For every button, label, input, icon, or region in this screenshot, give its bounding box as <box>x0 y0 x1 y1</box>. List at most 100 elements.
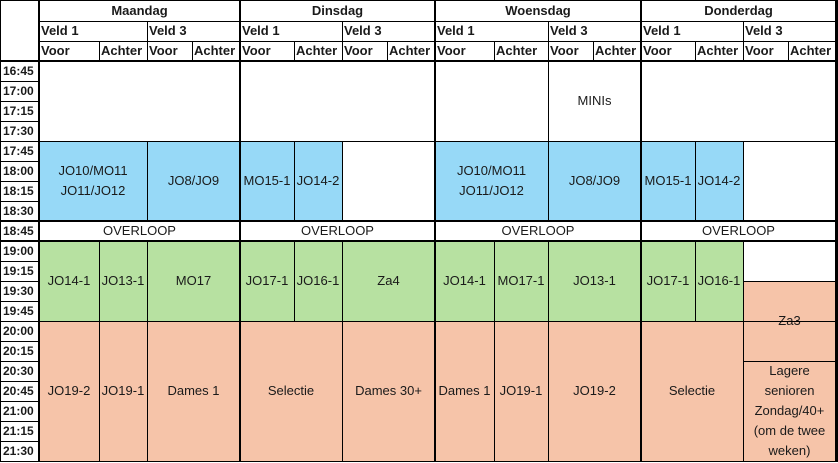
grid-line <box>548 21 549 61</box>
block-label: Lagere <box>769 363 810 378</box>
grid-line <box>192 41 193 61</box>
grid-line <box>0 220 838 222</box>
time-label: 21:30 <box>3 444 34 458</box>
schedule-block: JO10/MO11 JO11/JO12 <box>39 141 147 221</box>
grid-line <box>835 0 837 461</box>
grid-line <box>641 461 743 462</box>
grid-line <box>0 141 39 142</box>
block-label: JO16-1 <box>697 273 741 288</box>
grid-line <box>147 241 240 242</box>
grid-line <box>294 241 342 242</box>
schedule-block: JO8/JO9 <box>548 141 641 221</box>
field-header-veld1: Veld 1 <box>437 23 475 38</box>
time-label: 20:00 <box>3 324 34 338</box>
grid-line <box>695 41 696 61</box>
grid-line <box>0 161 39 162</box>
field-header-veld1: Veld 1 <box>643 23 681 38</box>
grid-line <box>641 61 642 141</box>
day-header-maandag: Maandag <box>111 3 168 18</box>
schedule-block: JO19-2 <box>548 321 641 461</box>
grid-line <box>548 221 641 222</box>
schedule-block: Lagere senioren Zondag/40+ (om de twee weken… <box>743 361 836 461</box>
block-label: (om de twee <box>753 423 826 438</box>
schedule-block: Dames 1 <box>435 321 494 461</box>
schedule-block: JO16-1 <box>294 241 342 321</box>
day-header-woensdag: Woensdag <box>505 3 571 18</box>
block-label: JO10/MO11 <box>58 163 128 178</box>
schedule-block: JO13-1 <box>99 241 147 321</box>
block-label: MO15-1 <box>644 173 692 188</box>
grid-line <box>743 461 836 462</box>
grid-line <box>240 241 294 242</box>
side-header-voor: Voor <box>344 43 373 58</box>
block-label: JO17-1 <box>245 273 289 288</box>
schedule-block: MO17 <box>147 241 240 321</box>
time-label: 17:30 <box>3 124 34 138</box>
grid-line <box>593 41 594 61</box>
grid-line <box>39 21 836 22</box>
grid-line <box>0 60 838 62</box>
time-label: 18:45 <box>3 224 34 238</box>
grid-line <box>147 241 148 321</box>
grid-line <box>695 241 696 321</box>
side-header-achter: Achter <box>595 43 637 58</box>
time-label: 19:45 <box>3 304 34 318</box>
grid-line <box>435 221 548 222</box>
schedule-block: Dames 30+ <box>342 321 435 461</box>
block-label: MO15-1 <box>243 173 291 188</box>
grid-line <box>0 441 39 442</box>
block-label: JO14-1 <box>443 273 486 288</box>
side-header-voor: Voor <box>745 43 774 58</box>
time-label: 18:00 <box>3 164 34 178</box>
grid-line <box>240 241 241 321</box>
time-label: 20:30 <box>3 364 34 378</box>
grid-line <box>0 0 838 1</box>
grid-line <box>435 241 436 321</box>
grid-line <box>39 321 836 322</box>
grid-line <box>641 221 695 222</box>
schedule-block: JO13-1 <box>548 241 641 321</box>
grid-line <box>435 461 494 462</box>
grid-line <box>548 141 549 221</box>
grid-line <box>640 0 642 461</box>
grid-line <box>342 21 343 61</box>
block-label: JO19-1 <box>499 383 543 398</box>
grid-line <box>836 0 838 462</box>
grid-line <box>39 461 99 462</box>
schedule-block: JO16-1 <box>695 241 743 321</box>
grid-line <box>0 321 39 322</box>
schedule-block: MO17-1 <box>494 241 548 321</box>
grid-line <box>641 321 642 461</box>
schedule-block: JO14-1 <box>435 241 494 321</box>
overloop-row: OVERLOOP <box>39 221 240 241</box>
grid-line <box>641 241 695 242</box>
block-label: JO13-1 <box>101 273 145 288</box>
grid-line <box>294 141 295 221</box>
grid-line <box>494 241 548 242</box>
grid-line <box>147 461 240 462</box>
grid-line <box>99 241 100 321</box>
schedule-block: MO15-1 <box>641 141 695 221</box>
block-label: Za4 <box>377 273 400 288</box>
grid-line <box>494 41 495 61</box>
grid-line <box>435 241 494 242</box>
grid-line <box>0 381 39 382</box>
grid-line <box>99 321 100 461</box>
grid-line <box>0 121 39 122</box>
block-label: Za3 <box>778 313 801 328</box>
block-label: JO13-1 <box>573 273 616 288</box>
time-label: 16:45 <box>3 64 34 78</box>
side-header-voor: Voor <box>550 43 579 58</box>
grid-line <box>342 241 435 242</box>
grid-line <box>342 141 343 221</box>
side-header-voor: Voor <box>437 43 466 58</box>
block-label: senioren <box>764 383 815 398</box>
grid-line <box>0 81 39 82</box>
block-label: weken) <box>768 443 811 458</box>
day-header-dinsdag: Dinsdag <box>311 3 364 18</box>
grid-line <box>239 0 241 461</box>
grid-line <box>240 461 342 462</box>
schedule-block: JO17-1 <box>641 241 695 321</box>
grid-line <box>39 321 40 461</box>
grid-line <box>294 221 342 222</box>
